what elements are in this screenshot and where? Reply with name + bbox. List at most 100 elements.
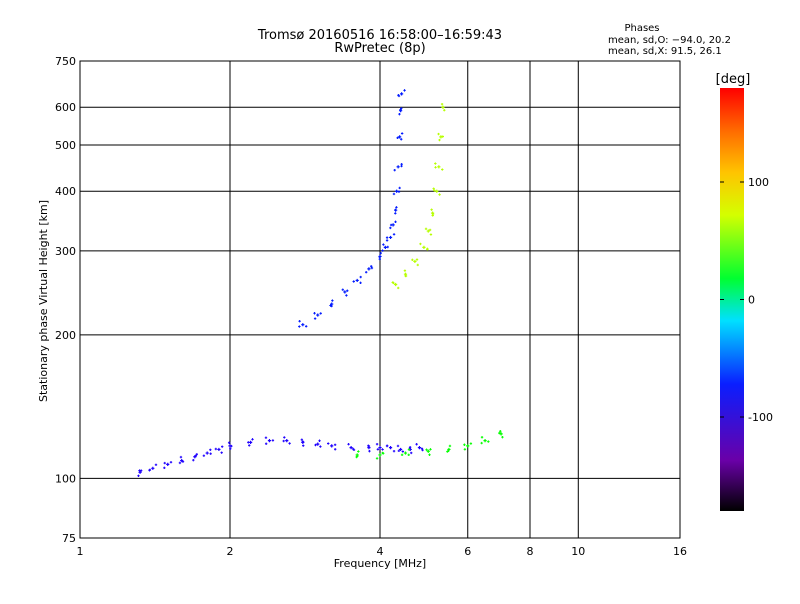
trace-echo [438, 193, 441, 196]
trace-echo [192, 458, 195, 462]
trace-echo [364, 271, 368, 274]
trace-echo [301, 440, 305, 443]
trace-echo [331, 299, 334, 302]
trace-echo [179, 455, 183, 459]
trace-echo [345, 294, 348, 297]
trace-echo [381, 249, 384, 252]
trace-echo [220, 445, 224, 448]
trace-point [205, 451, 209, 455]
trace-point [394, 282, 398, 287]
trace-echo [333, 443, 337, 446]
y-tick-label: 75 [62, 532, 76, 545]
trace-echo [397, 190, 401, 193]
trace-point [426, 449, 430, 453]
trace-point [426, 229, 430, 233]
trace-echo [385, 239, 389, 242]
trace-point [343, 290, 347, 294]
trace-echo [392, 449, 396, 453]
trace-point [316, 313, 320, 317]
trace-echo [415, 258, 419, 261]
stats-heading: Phases [624, 23, 659, 34]
trace-point [388, 446, 393, 450]
trace-point [388, 235, 393, 240]
y-tick-label: 400 [55, 185, 76, 198]
trace-echo [251, 438, 254, 441]
trace-echo [434, 166, 437, 169]
trace-echo [441, 168, 444, 171]
trace-echo [394, 212, 397, 215]
trace-echo [209, 448, 212, 451]
trace-point [403, 451, 408, 455]
y-axis-label: Stationary phase Virtual Height [km] [37, 200, 50, 402]
trace-point [435, 189, 439, 193]
trace-echo [400, 107, 403, 110]
trace-echo [428, 453, 431, 456]
trace-echo [195, 453, 199, 456]
trace-echo [209, 452, 212, 455]
trace-echo [346, 289, 349, 292]
trace-echo [247, 441, 250, 444]
trace-echo [498, 431, 501, 435]
trace-echo [392, 233, 396, 236]
trace-echo [442, 106, 445, 109]
trace-echo [327, 442, 330, 445]
trace-echo [389, 223, 393, 227]
trace-echo [448, 444, 452, 448]
trace-echo [424, 227, 428, 231]
trace-echo [181, 460, 185, 463]
trace-echo [178, 461, 182, 465]
trace-point [396, 165, 400, 169]
trace-echo [425, 448, 428, 451]
trace-echo [386, 245, 389, 249]
trace-echo [420, 447, 424, 450]
trace-point [417, 446, 422, 450]
trace-point [151, 466, 155, 470]
trace-echo [382, 243, 385, 246]
trace-point [499, 432, 503, 436]
trace-echo [430, 208, 433, 211]
chart-title: Tromsø 20160516 16:58:00–16:59:43 [257, 28, 502, 43]
colorbar-tick-label: 100 [748, 176, 769, 189]
trace-echo [416, 263, 419, 267]
x-tick-label: 8 [527, 545, 534, 558]
trace-echo [397, 449, 401, 453]
trace-echo [463, 443, 466, 446]
x-tick-label: 4 [377, 545, 384, 558]
trace-point [349, 446, 353, 450]
trace-echo [394, 220, 397, 224]
trace-echo [392, 281, 395, 285]
trace-echo [163, 461, 166, 465]
trace-echo [400, 132, 404, 135]
trace-point [367, 267, 371, 271]
trace-echo [264, 442, 268, 445]
trace-echo [368, 449, 371, 453]
trace-echo [319, 312, 322, 315]
trace-echo [393, 168, 396, 172]
trace-echo [370, 265, 373, 268]
trace-echo [169, 461, 173, 464]
y-tick-label: 600 [55, 101, 76, 114]
trace-echo [499, 430, 502, 433]
trace-point [217, 447, 221, 452]
trace-echo [395, 206, 398, 209]
trace-echo [398, 186, 401, 190]
trace-echo [357, 450, 360, 453]
trace-echo [288, 442, 291, 445]
trace-echo [378, 255, 381, 259]
trace-echo [408, 447, 411, 450]
trace-point [166, 462, 170, 466]
trace-echo [264, 436, 268, 439]
colorbar-tick-label: 0 [748, 294, 755, 307]
trace-echo [463, 448, 467, 451]
trace-point [267, 439, 272, 443]
trace-echo [432, 187, 435, 190]
trace-echo [352, 280, 355, 283]
trace-echo [313, 317, 317, 320]
trace-echo [319, 445, 322, 448]
trace-echo [501, 435, 504, 439]
trace-echo [403, 269, 407, 272]
trace-point [285, 439, 289, 443]
trace-point [466, 444, 470, 448]
trace-point [330, 444, 334, 448]
trace-echo [367, 444, 370, 447]
